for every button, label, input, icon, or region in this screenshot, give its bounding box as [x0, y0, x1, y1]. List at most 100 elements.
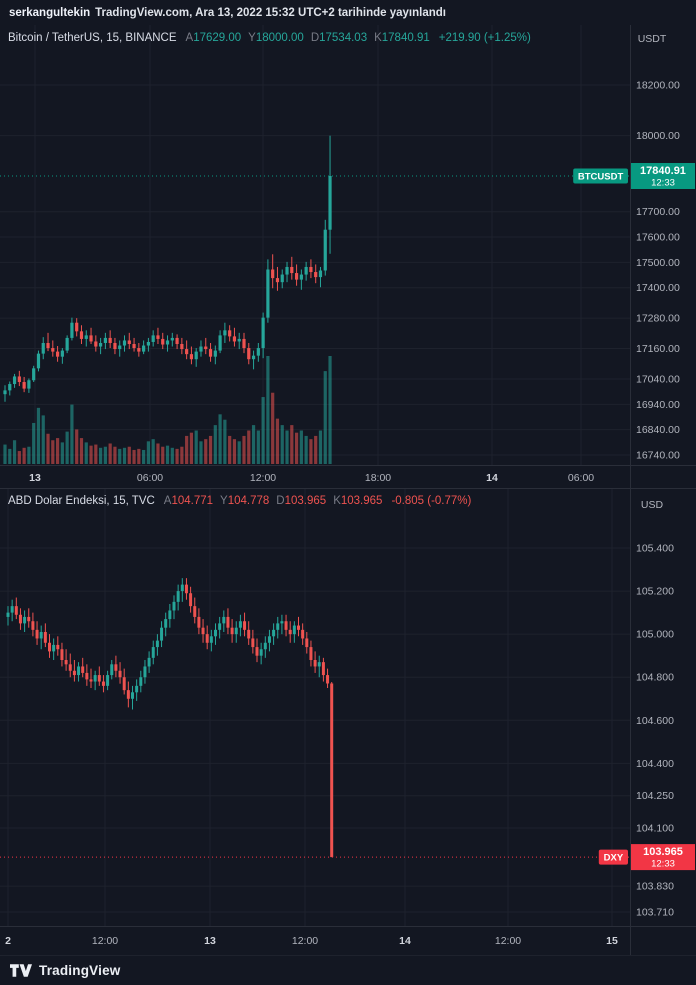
- high-value: 18000.00: [255, 32, 304, 44]
- dxy-chart-panel: DXY 103.965 12:33 105.400 105.200 105.000 104.…: [0, 488, 696, 955]
- btc-low: D 17534.03: [311, 31, 367, 45]
- time-gridlines: [7, 488, 613, 927]
- dxy-legend: ABD Dolar Endeksi, 15, TVC A 104.771 Y 104…: [8, 494, 471, 508]
- svg-text:104.100: 104.100: [636, 823, 674, 835]
- dxy-symbol-title[interactable]: ABD Dolar Endeksi, 15, TVC: [8, 495, 155, 507]
- high-label: Y: [220, 495, 228, 507]
- svg-text:12:00: 12:00: [495, 935, 521, 947]
- btc-chart-panel: BTCUSDT 17840.91 12:33 18200.00 18000.00 1770…: [0, 25, 696, 488]
- high-label: Y: [248, 32, 256, 44]
- svg-text:12:33: 12:33: [651, 859, 675, 870]
- tradingview-logo-icon[interactable]: [10, 964, 32, 977]
- svg-text:17400.00: 17400.00: [636, 282, 680, 294]
- svg-text:16940.00: 16940.00: [636, 399, 680, 411]
- svg-text:103.965: 103.965: [643, 846, 683, 858]
- btc-ohlc-values: A 17629.00 Y 18000.00 D 17534.03 K 17840.91: [186, 31, 430, 45]
- svg-text:06:00: 06:00: [568, 472, 594, 484]
- open-value: 17629.00: [193, 32, 242, 44]
- tradingview-wordmark[interactable]: TradingView: [39, 963, 121, 978]
- symbol-tag: DXY: [598, 849, 628, 865]
- svg-text:DXY: DXY: [604, 853, 624, 864]
- open-label: A: [185, 32, 194, 44]
- high-value: 104.778: [227, 495, 270, 507]
- svg-text:104.600: 104.600: [636, 715, 674, 727]
- btc-open: A 17629.00: [186, 31, 242, 45]
- dxy-change: -0.805 (-0.77%): [391, 495, 472, 507]
- svg-text:17280.00: 17280.00: [636, 313, 680, 325]
- svg-text:2: 2: [5, 935, 11, 947]
- svg-text:17500.00: 17500.00: [636, 257, 680, 269]
- btc-high: Y 18000.00: [248, 31, 304, 45]
- time-axis-labels[interactable]: 13 06:00 12:00 18:00 14 06:00: [29, 472, 594, 484]
- svg-text:06:00: 06:00: [137, 472, 163, 484]
- svg-text:105.200: 105.200: [636, 586, 674, 598]
- svg-text:12:00: 12:00: [292, 935, 318, 947]
- btc-legend: Bitcoin / TetherUS, 15, BINANCE A 17629.0…: [8, 31, 531, 45]
- svg-text:18200.00: 18200.00: [636, 80, 680, 92]
- open-label: A: [163, 495, 172, 507]
- price-axis-labels[interactable]: 18200.00 18000.00 17700.00 17600.00 17500.00…: [636, 80, 680, 462]
- close-value: 17840.91: [381, 32, 430, 44]
- low-label: D: [276, 495, 285, 507]
- svg-text:17700.00: 17700.00: [636, 206, 680, 218]
- dxy-ohlc-values: A 104.771 Y 104.778 D 103.965 K 103.965: [164, 494, 383, 508]
- btc-chart-canvas[interactable]: BTCUSDT 17840.9112:3318200.0018000.001770…: [0, 25, 696, 488]
- btc-close: K 17840.91: [374, 31, 430, 45]
- price-axis-labels[interactable]: 105.400 105.200 105.000 104.800 104.600 104.4…: [636, 543, 674, 919]
- time-axis-labels[interactable]: 2 12:00 13 12:00 14 12:00 15: [5, 935, 618, 947]
- svg-text:16840.00: 16840.00: [636, 424, 680, 436]
- svg-text:14: 14: [399, 935, 411, 947]
- candles: [6, 578, 334, 858]
- btc-symbol-title[interactable]: Bitcoin / TetherUS, 15, BINANCE: [8, 32, 177, 44]
- price-gridlines: [0, 84, 630, 456]
- svg-text:12:00: 12:00: [250, 472, 276, 484]
- time-gridlines: [34, 25, 582, 466]
- svg-text:12:00: 12:00: [92, 935, 118, 947]
- svg-text:13: 13: [204, 935, 216, 947]
- svg-text:14: 14: [486, 472, 498, 484]
- low-value: 103.965: [284, 495, 327, 507]
- dxy-close: K 103.965: [333, 494, 382, 508]
- low-value: 17534.03: [319, 32, 368, 44]
- axis-unit-label: USD: [641, 499, 664, 511]
- svg-text:18:00: 18:00: [365, 472, 391, 484]
- publisher-username: serkangultekin: [9, 6, 91, 19]
- close-label: K: [374, 32, 382, 44]
- open-value: 104.771: [171, 495, 214, 507]
- low-label: D: [310, 32, 320, 44]
- svg-text:18000.00: 18000.00: [636, 130, 680, 142]
- svg-text:17160.00: 17160.00: [636, 343, 680, 355]
- svg-text:17840.91: 17840.91: [640, 165, 686, 177]
- close-value: 103.965: [340, 495, 383, 507]
- volume-bars: [3, 356, 332, 464]
- svg-text:105.400: 105.400: [636, 543, 674, 555]
- dxy-low: D 103.965: [276, 494, 326, 508]
- svg-text:103.710: 103.710: [636, 907, 674, 919]
- svg-text:104.250: 104.250: [636, 790, 674, 802]
- publish-bar: serkangultekin TradingView.com, Ara 13, …: [0, 0, 696, 25]
- svg-text:104.400: 104.400: [636, 758, 674, 770]
- svg-text:17040.00: 17040.00: [636, 373, 680, 385]
- svg-text:16740.00: 16740.00: [636, 450, 680, 462]
- svg-text:12:33: 12:33: [651, 178, 675, 189]
- svg-text:BTCUSDT: BTCUSDT: [578, 172, 624, 183]
- price-gridlines: [0, 547, 630, 913]
- svg-text:17600.00: 17600.00: [636, 232, 680, 244]
- dxy-high: Y 104.778: [220, 494, 269, 508]
- svg-text:104.800: 104.800: [636, 672, 674, 684]
- dxy-open: A 104.771: [164, 494, 213, 508]
- svg-text:103.830: 103.830: [636, 881, 674, 893]
- svg-text:15: 15: [606, 935, 618, 947]
- dxy-chart-canvas[interactable]: DXY 103.96512:33105.400105.200105.000104.…: [0, 488, 696, 955]
- axis-unit-label: USDT: [638, 33, 667, 45]
- close-label: K: [333, 495, 341, 507]
- btc-change: +219.90 (+1.25%): [438, 32, 531, 44]
- symbol-tag: BTCUSDT: [573, 168, 628, 184]
- svg-text:105.000: 105.000: [636, 629, 674, 641]
- svg-text:13: 13: [29, 472, 41, 484]
- footer-bar: TradingView: [0, 955, 696, 985]
- candles: [3, 135, 332, 402]
